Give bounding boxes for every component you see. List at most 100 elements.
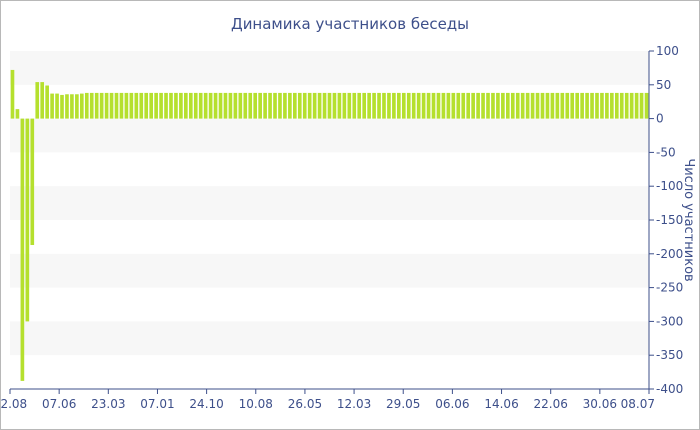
bar	[357, 92, 362, 119]
y-tick-label: -250	[656, 281, 683, 295]
bar	[337, 92, 342, 119]
bar	[471, 92, 475, 119]
bar	[610, 92, 614, 119]
bar	[119, 92, 124, 119]
bar	[243, 92, 248, 119]
bar	[441, 92, 446, 119]
bar	[238, 92, 243, 119]
bar	[302, 92, 307, 119]
bar	[372, 92, 376, 119]
bar	[382, 92, 386, 119]
bar	[426, 92, 431, 119]
bar	[174, 92, 178, 119]
bar	[99, 92, 104, 119]
x-ticks-layer: 22.08 07.06 23.03 07.01 24.10 10.08 26.05 12.03…	[1, 389, 655, 411]
bar	[208, 92, 213, 119]
bar	[476, 92, 480, 119]
bar	[89, 92, 94, 119]
bar	[253, 92, 258, 119]
bar	[466, 92, 471, 119]
bar	[362, 92, 366, 119]
bar	[520, 92, 525, 119]
grid-band	[10, 253, 649, 288]
y-tick-label: -350	[656, 348, 683, 362]
bar	[297, 92, 302, 119]
bar	[481, 92, 485, 119]
bar	[124, 92, 129, 119]
bar	[585, 92, 589, 119]
bar	[406, 92, 411, 119]
bar	[233, 92, 238, 119]
grid-bands	[10, 51, 649, 356]
bar	[193, 92, 198, 119]
grid-band	[10, 321, 649, 356]
bar	[639, 92, 644, 119]
bar	[30, 118, 35, 246]
bar	[535, 92, 540, 119]
bar	[501, 92, 505, 119]
bar	[129, 92, 134, 119]
x-tick-label: 30.06	[583, 397, 617, 411]
bar	[268, 92, 272, 119]
bar	[506, 92, 510, 119]
y-axis-title: Число участников	[681, 158, 696, 281]
bar	[401, 92, 406, 119]
bar	[451, 92, 456, 119]
bar	[327, 92, 332, 119]
y-tick-label: 100	[656, 44, 679, 58]
bar	[60, 94, 64, 119]
x-tick-label: 10.08	[239, 397, 273, 411]
bar	[332, 92, 337, 119]
bar	[20, 118, 25, 381]
bar	[218, 92, 223, 119]
bar	[525, 92, 530, 119]
x-tick-label: 26.05	[288, 397, 322, 411]
bar	[595, 92, 599, 119]
bar	[322, 92, 327, 119]
bar	[139, 92, 144, 119]
y-tick-label: -50	[656, 145, 676, 159]
x-tick-label: 08.07	[621, 397, 655, 411]
bar	[317, 92, 322, 119]
bar	[263, 92, 267, 119]
bar	[624, 92, 629, 119]
bar	[590, 92, 594, 119]
bar	[228, 92, 233, 119]
bar	[283, 92, 287, 119]
bar	[377, 92, 381, 119]
bar	[84, 92, 89, 119]
bar	[510, 92, 515, 119]
bar	[411, 92, 416, 119]
bar	[164, 92, 168, 119]
bar	[203, 92, 208, 119]
bar	[223, 92, 228, 119]
bars-layer	[10, 69, 649, 381]
bar	[278, 92, 282, 119]
bar	[634, 92, 639, 119]
bar	[486, 92, 490, 119]
grid-band	[10, 51, 649, 85]
bar	[169, 92, 173, 119]
bar	[80, 93, 84, 119]
bar	[614, 92, 619, 119]
bar	[575, 92, 579, 119]
y-tick-label: 0	[656, 112, 664, 126]
bar	[159, 92, 163, 119]
bar	[456, 92, 461, 119]
bar	[50, 93, 54, 119]
bar	[550, 92, 555, 119]
bar	[431, 92, 436, 119]
bar	[565, 92, 570, 119]
bar	[491, 92, 495, 119]
bar	[35, 82, 40, 119]
y-tick-label: 50	[656, 78, 671, 92]
bar	[258, 92, 262, 119]
bar	[114, 92, 119, 119]
bar	[421, 92, 426, 119]
bar	[392, 92, 396, 119]
bar	[644, 92, 649, 119]
x-tick-label: 06.06	[435, 397, 469, 411]
bar	[40, 82, 45, 119]
bar	[273, 92, 277, 119]
x-tick-label: 29.05	[386, 397, 420, 411]
